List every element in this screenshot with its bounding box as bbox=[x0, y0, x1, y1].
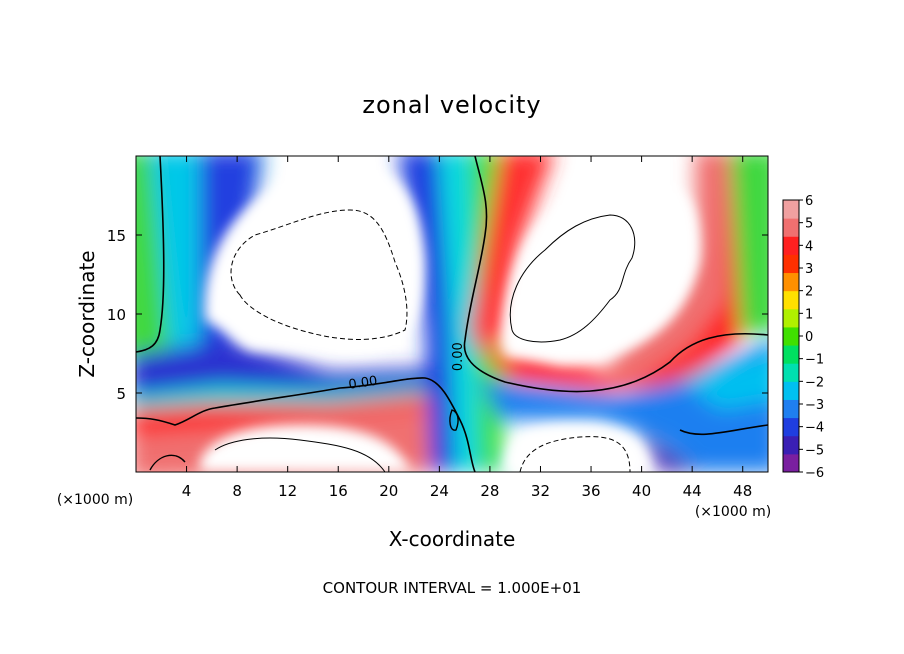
y-tick-label-5: 5 bbox=[116, 385, 126, 403]
colorbar-label-2: 4 bbox=[805, 239, 813, 254]
colorbar-segment-0 bbox=[783, 453, 799, 473]
y-tick-label-10: 10 bbox=[107, 306, 126, 324]
colorbar-label-9: −3 bbox=[805, 398, 824, 413]
y-tick-label-15: 15 bbox=[107, 227, 126, 245]
colorbar-segment-4 bbox=[783, 381, 799, 400]
colorbar-label-6: 0 bbox=[805, 330, 813, 345]
colorbar-label-3: 3 bbox=[805, 262, 813, 277]
x-tick-label-28: 28 bbox=[480, 482, 499, 500]
x-tick-label-20: 20 bbox=[379, 482, 398, 500]
colorbar-label-7: −1 bbox=[805, 353, 824, 368]
contour-zero-lower-right bbox=[679, 424, 768, 436]
x-axis: 4 8 12 16 20 24 28 32 36 40 44 48 bbox=[182, 156, 752, 500]
colorbar-label-5: 1 bbox=[805, 307, 813, 322]
colorbar-segment-7 bbox=[783, 326, 799, 346]
contour-zero-left bbox=[136, 156, 165, 353]
colorbar-label-10: −4 bbox=[805, 421, 824, 436]
contour-solid-lower-left bbox=[214, 437, 386, 472]
colorbar-segment-2 bbox=[783, 417, 799, 437]
contour-interval-note: CONTOUR INTERVAL = 1.000E+01 bbox=[323, 579, 582, 597]
contour-zero-main bbox=[136, 377, 476, 472]
x-unit-right: (×1000 m) bbox=[695, 504, 771, 520]
x-unit-left: (×1000 m) bbox=[57, 492, 133, 508]
colorbar-segment-5 bbox=[783, 363, 799, 382]
contour-small-loop bbox=[449, 409, 459, 431]
contour-label-0: 0.00 bbox=[348, 374, 379, 393]
contour-dashed-upper-left bbox=[230, 209, 408, 340]
x-tick-label-44: 44 bbox=[683, 482, 702, 500]
y-axis: 5 10 15 bbox=[107, 227, 768, 403]
colorbar-segment-13 bbox=[783, 218, 799, 237]
colorbar-segment-10 bbox=[783, 272, 799, 292]
x-tick-label-12: 12 bbox=[278, 482, 297, 500]
x-tick-label-32: 32 bbox=[531, 482, 550, 500]
colorbar-segment-14 bbox=[783, 200, 799, 219]
colorbar-segment-1 bbox=[783, 435, 799, 455]
colorbar: 6 5 4 3 2 1 0 −1 −2 −3 −4 −5 −6 bbox=[782, 194, 824, 481]
colorbar-label-0: 6 bbox=[805, 194, 813, 209]
colorbar-segment-12 bbox=[783, 236, 799, 255]
colorbar-segment-6 bbox=[783, 345, 799, 364]
x-tick-label-16: 16 bbox=[329, 482, 348, 500]
colorbar-segment-3 bbox=[783, 399, 799, 419]
contour-label-1: 0.00 bbox=[451, 342, 466, 371]
colorbar-label-12: −6 bbox=[805, 466, 824, 481]
x-tick-label-40: 40 bbox=[632, 482, 651, 500]
contour-dashed-lower-right bbox=[519, 436, 631, 472]
x-tick-label-8: 8 bbox=[232, 482, 242, 500]
x-tick-label-4: 4 bbox=[182, 482, 192, 500]
colorbar-label-1: 5 bbox=[805, 217, 813, 232]
colorbar-segment-11 bbox=[783, 254, 799, 274]
contour-lines bbox=[136, 156, 768, 472]
colorbar-label-8: −2 bbox=[805, 375, 824, 390]
colorbar-segment-8 bbox=[783, 308, 799, 328]
x-tick-label-36: 36 bbox=[581, 482, 600, 500]
contour-lower-left-loop bbox=[149, 454, 186, 471]
x-axis-label: X-coordinate bbox=[389, 527, 516, 551]
colorbar-label-11: −5 bbox=[805, 443, 824, 458]
contour-solid-upper-right bbox=[509, 214, 636, 343]
chart-title: zonal velocity bbox=[362, 91, 541, 119]
colorbar-label-4: 2 bbox=[805, 285, 813, 300]
y-axis-label: Z-coordinate bbox=[75, 250, 99, 377]
contour-labels: 0.00 0.00 bbox=[348, 342, 466, 392]
contour-zero-mid bbox=[463, 156, 768, 393]
x-tick-label-24: 24 bbox=[430, 482, 449, 500]
colorbar-segment-9 bbox=[783, 290, 799, 310]
x-tick-label-48: 48 bbox=[733, 482, 752, 500]
